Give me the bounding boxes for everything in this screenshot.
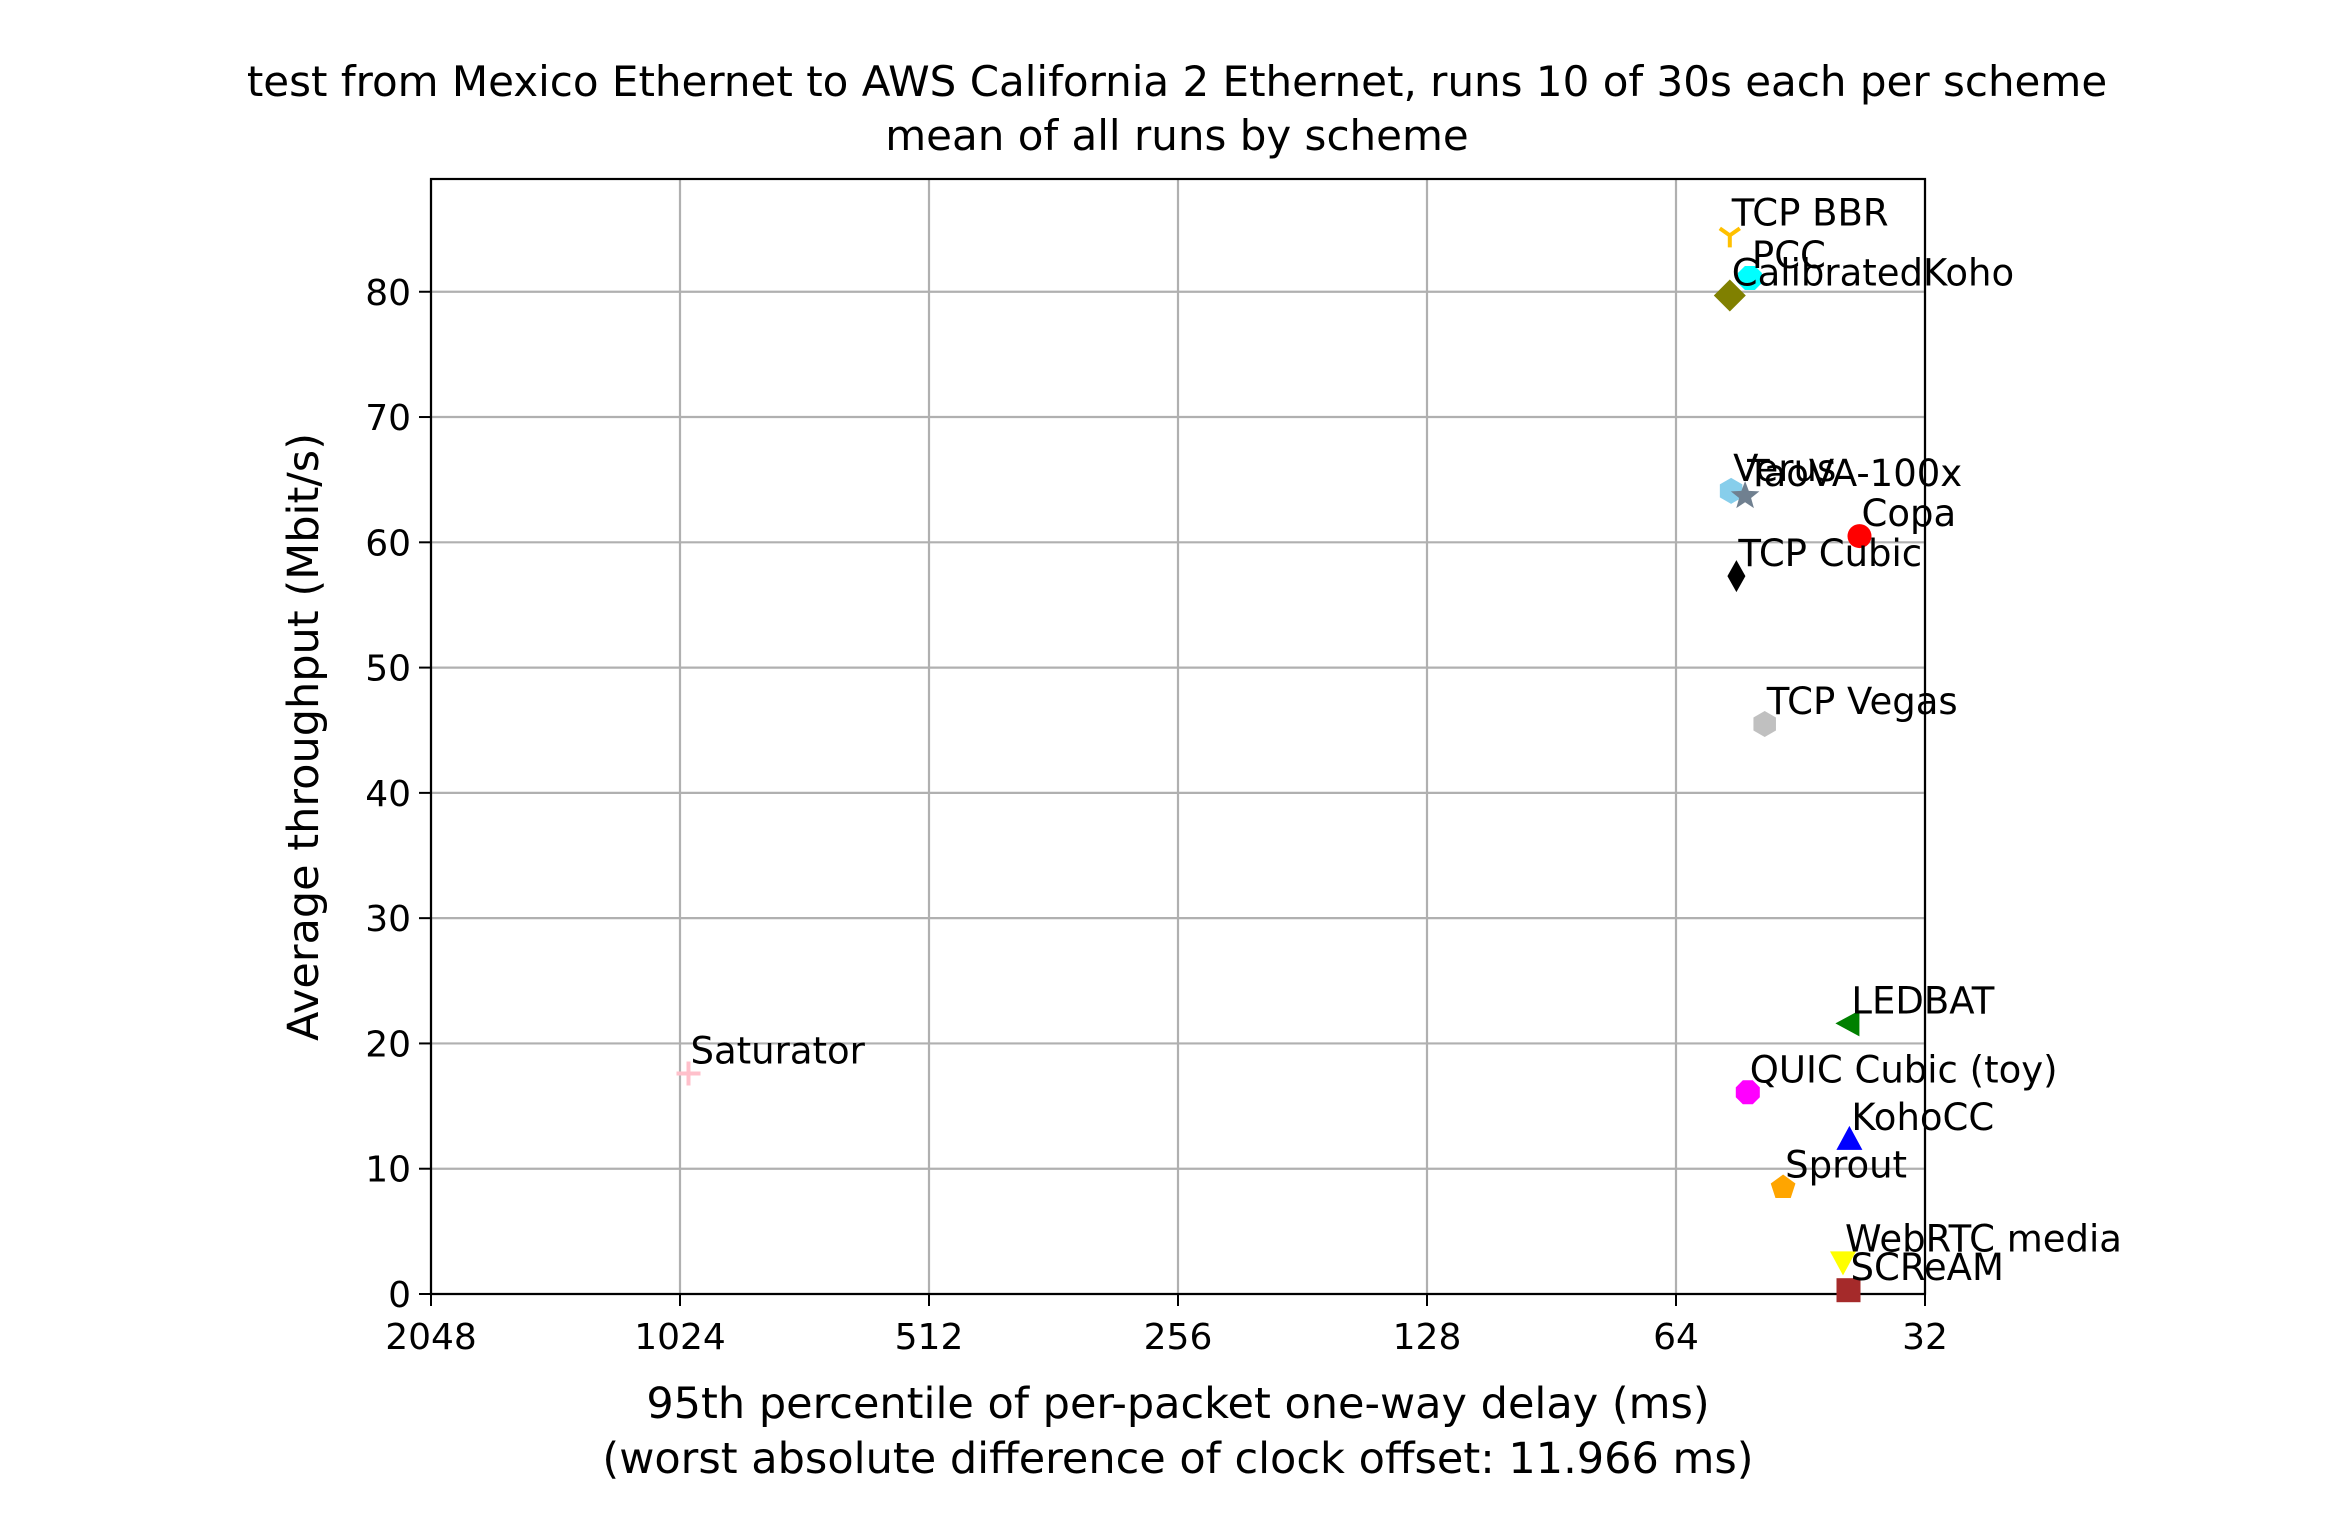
point-marker (1735, 1080, 1760, 1105)
scatter-point (676, 1061, 701, 1086)
y-tick-label: 20 (365, 1024, 411, 1065)
point-marker (1737, 265, 1762, 291)
x-tick-label: 128 (1393, 1317, 1462, 1358)
point-label: SCReAM (1851, 1246, 2004, 1289)
scatter-point (1727, 560, 1746, 593)
point-label: TaoVA-100x (1746, 452, 1962, 495)
point-label: PCC (1752, 234, 1826, 277)
y-tick-label: 60 (365, 523, 411, 564)
x-axis-label: 95th percentile of per-packet one-way de… (646, 1379, 1709, 1429)
x-tick-label: 256 (1144, 1317, 1213, 1358)
x-tick-label: 64 (1653, 1317, 1699, 1358)
y-axis-label: Average throughput (Mbit/s) (279, 433, 329, 1041)
scatter-point (1847, 524, 1872, 549)
point-marker (1719, 477, 1743, 504)
grid-lines (429, 179, 1927, 1296)
y-tick-label: 30 (365, 899, 411, 940)
y-tick-label: 80 (365, 273, 411, 314)
y-tick-label: 10 (365, 1150, 411, 1191)
point-marker (1770, 1174, 1796, 1199)
point-label: WebRTC media (1845, 1217, 2122, 1260)
point-label: Sprout (1785, 1144, 1907, 1187)
point-label: Saturator (691, 1030, 866, 1073)
scatter-point (1719, 477, 1743, 504)
scatter-point (1836, 1125, 1863, 1150)
scatter-point (1836, 1278, 1861, 1303)
scatter-point (1735, 1080, 1760, 1105)
scatter-point (1753, 711, 1776, 737)
scatter-point (1718, 226, 1741, 248)
x-tick-label: 512 (895, 1317, 964, 1358)
x-tick-label: 32 (1902, 1317, 1948, 1358)
point-label: Verus (1733, 447, 1836, 490)
x-axis-note: (worst absolute difference of clock offs… (602, 1434, 1753, 1484)
x-tick-label: 1024 (634, 1317, 726, 1358)
scatter-point (1830, 1251, 1856, 1276)
point-label: LEDBAT (1851, 979, 1994, 1022)
scatter-point (1770, 1174, 1796, 1199)
chart-title: test from Mexico Ethernet to AWS Califor… (247, 57, 2107, 106)
point-marker (1753, 711, 1776, 737)
point-marker (1718, 226, 1741, 248)
point-label: TCP BBR (1731, 191, 1889, 234)
point-label: Copa (1862, 492, 1957, 535)
point-label: TCP Cubic (1737, 532, 1922, 575)
y-tick-label: 40 (365, 774, 411, 815)
point-label: KohoCC (1851, 1096, 1994, 1139)
point-marker (1836, 1125, 1863, 1150)
point-marker (1847, 524, 1872, 549)
axis-ticks: 2048 1024 512 256 128 64 32 0 10 20 30 40 50 60 70 80 (365, 273, 1948, 1358)
point-marker (1727, 560, 1746, 593)
point-label: QUIC Cubic (toy) (1750, 1048, 2058, 1091)
point-marker (1830, 1251, 1856, 1276)
chart-subtitle: mean of all runs by scheme (885, 111, 1469, 160)
point-label: CalibratedKoho (1732, 252, 2014, 295)
scatter-point (1737, 265, 1762, 291)
scatter-point (1835, 1010, 1860, 1037)
scatter-point (1713, 279, 1746, 312)
x-tick-label: 2048 (385, 1317, 477, 1358)
y-tick-label: 70 (365, 398, 411, 439)
scatter-point (1730, 481, 1760, 509)
point-marker (1713, 279, 1746, 312)
point-marker (1835, 1010, 1860, 1037)
point-label: TCP Vegas (1766, 680, 1958, 723)
plot-area-frame (429, 177, 1927, 1296)
y-tick-label: 0 (388, 1275, 411, 1316)
point-marker (676, 1061, 701, 1086)
point-marker (1836, 1278, 1861, 1303)
y-tick-label: 50 (365, 649, 411, 690)
point-marker (1730, 481, 1760, 509)
